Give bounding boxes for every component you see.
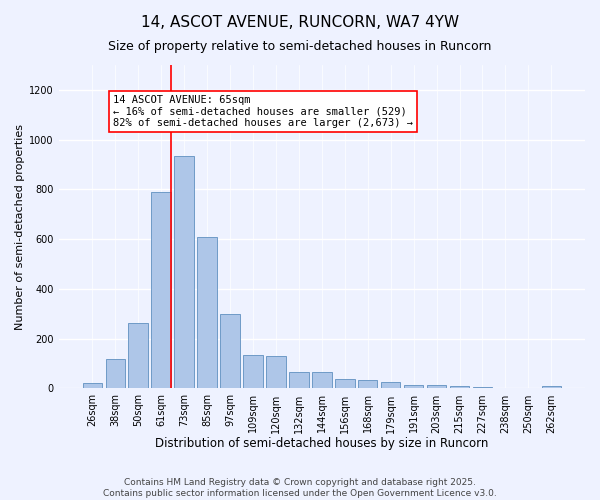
Text: 14 ASCOT AVENUE: 65sqm
← 16% of semi-detached houses are smaller (529)
82% of se: 14 ASCOT AVENUE: 65sqm ← 16% of semi-det…: [113, 95, 413, 128]
Bar: [128, 322, 148, 388]
Text: 14, ASCOT AVENUE, RUNCORN, WA7 4YW: 14, ASCOT AVENUE, RUNCORN, WA7 4YW: [141, 15, 459, 30]
Bar: [243, 355, 263, 388]
Bar: [381, 382, 400, 388]
Bar: [335, 378, 355, 388]
Bar: [312, 372, 332, 388]
Bar: [450, 386, 469, 388]
Text: Size of property relative to semi-detached houses in Runcorn: Size of property relative to semi-detach…: [109, 40, 491, 53]
Bar: [542, 386, 561, 388]
Bar: [404, 384, 424, 388]
Bar: [427, 386, 446, 388]
Bar: [197, 236, 217, 388]
Bar: [175, 156, 194, 388]
Text: Contains HM Land Registry data © Crown copyright and database right 2025.
Contai: Contains HM Land Registry data © Crown c…: [103, 478, 497, 498]
X-axis label: Distribution of semi-detached houses by size in Runcorn: Distribution of semi-detached houses by …: [155, 437, 488, 450]
Bar: [83, 384, 102, 388]
Bar: [220, 314, 240, 388]
Y-axis label: Number of semi-detached properties: Number of semi-detached properties: [15, 124, 25, 330]
Bar: [358, 380, 377, 388]
Bar: [106, 358, 125, 388]
Bar: [289, 372, 308, 388]
Bar: [151, 192, 171, 388]
Bar: [266, 356, 286, 388]
Bar: [473, 387, 492, 388]
